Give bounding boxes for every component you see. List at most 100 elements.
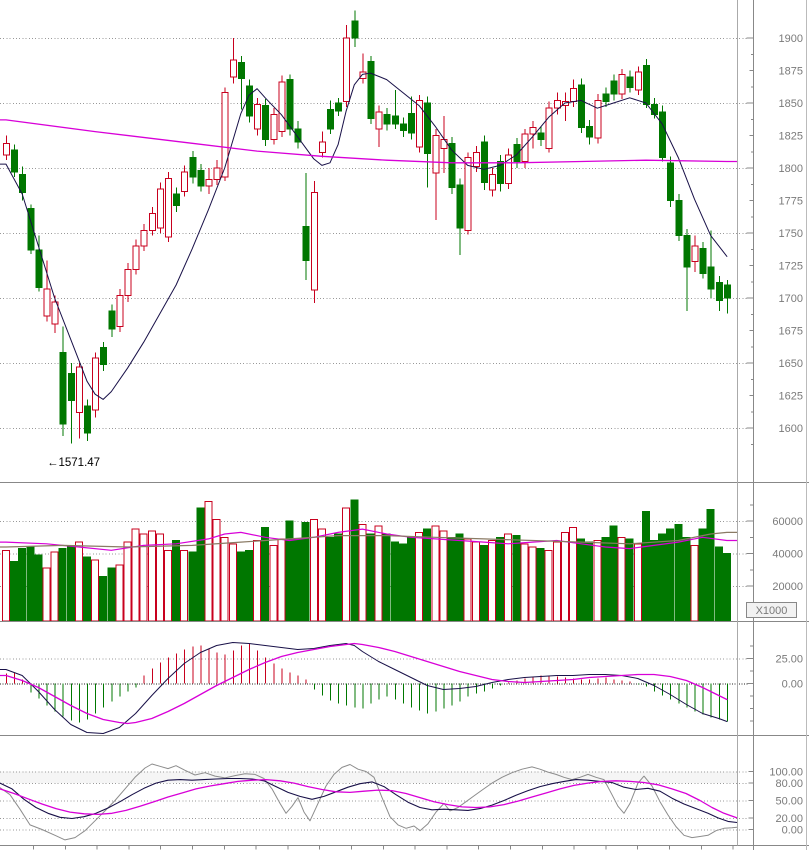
volume-bar: [706, 509, 715, 622]
volume-bar: [107, 567, 116, 622]
candle: [642, 64, 650, 105]
candle: [51, 301, 59, 325]
volume-bar: [212, 518, 221, 622]
candle: [545, 107, 553, 149]
candle: [75, 366, 83, 413]
volume-scale-box: X1000: [746, 602, 797, 618]
candle: [173, 193, 181, 207]
volume-bar: [253, 540, 262, 622]
candle: [375, 111, 383, 130]
volume-bar: [658, 533, 667, 622]
volume-bar: [350, 499, 359, 622]
candle: [675, 200, 683, 237]
candle: [246, 85, 253, 117]
price-axis-label: 1825: [779, 131, 803, 143]
candle: [497, 161, 505, 185]
volume-bar: [74, 541, 83, 622]
volume-bar: [220, 536, 229, 622]
candle: [424, 102, 432, 155]
volume-bar: [512, 535, 521, 622]
candle: [594, 99, 602, 139]
volume-bar: [91, 559, 100, 622]
candle: [448, 142, 456, 189]
candle: [683, 235, 691, 268]
stoch-axis-label: 20.00: [775, 813, 803, 825]
candle: [586, 125, 594, 138]
candle: [181, 171, 189, 192]
volume-bar: [115, 564, 124, 622]
volume-bar: [447, 536, 456, 622]
candle: [189, 157, 197, 178]
volume-bar: [334, 533, 343, 622]
volume-bar: [439, 530, 448, 622]
price-axis-label: 1675: [779, 326, 803, 338]
candle: [480, 141, 488, 183]
volume-bar: [471, 541, 480, 622]
volume-bar: [326, 536, 334, 622]
candle: [367, 60, 375, 120]
candle: [464, 157, 472, 231]
stoch-axis-label: 100.00: [769, 767, 803, 779]
volume-bar: [18, 548, 27, 622]
candle: [343, 37, 351, 103]
volume-bar: [155, 533, 164, 622]
volume-bar: [358, 523, 367, 622]
candle: [286, 79, 294, 130]
volume-bar: [536, 548, 545, 622]
candle: [699, 248, 707, 274]
candle: [391, 115, 399, 125]
volume-bar: [690, 544, 699, 622]
price-axis-label: 1875: [779, 66, 803, 78]
price-panel: [0, 10, 739, 444]
price-axis-label: 1750: [779, 228, 803, 240]
candle: [667, 162, 675, 202]
volume-bar: [560, 531, 569, 622]
volume-panel: [0, 499, 739, 622]
candle: [35, 249, 43, 289]
price-axis-label: 1800: [779, 163, 803, 175]
candle: [489, 174, 496, 191]
volume-bar: [609, 525, 618, 622]
candle: [707, 266, 715, 290]
candle: [651, 103, 658, 116]
candle: [132, 245, 140, 270]
volume-bar: [617, 536, 626, 622]
volume-bar: [285, 520, 294, 622]
volume-bar: [26, 546, 35, 622]
candle: [124, 268, 132, 296]
candle: [456, 184, 464, 229]
volume-bar: [236, 551, 245, 622]
volume-bar: [625, 538, 634, 622]
volume-bar: [34, 554, 43, 622]
volume-bar: [398, 543, 407, 622]
low-annotation: ←1571.47: [47, 457, 100, 469]
volume-bar: [374, 525, 383, 622]
volume-bar: [317, 528, 326, 622]
price-axis-label: 1775: [779, 196, 803, 208]
price-axis-label: 1625: [779, 391, 803, 403]
candle: [578, 84, 586, 129]
volume-bar: [528, 546, 537, 622]
volume-bar: [164, 549, 172, 622]
candle: [618, 73, 626, 95]
volume-scale-box-frame: [746, 602, 797, 618]
volume-bar: [633, 543, 642, 622]
volume-bar: [650, 540, 658, 622]
stochastic-panel: [0, 763, 738, 841]
volume-bar: [674, 523, 683, 622]
volume-bar: [245, 549, 253, 622]
volume-bar: [99, 575, 108, 622]
candle: [626, 76, 634, 88]
candle: [513, 144, 521, 163]
volume-bar: [641, 510, 650, 622]
volume-bar: [277, 538, 286, 622]
volume-bar: [714, 546, 723, 622]
volume-bar: [382, 533, 391, 622]
price-axis-label: 1700: [779, 293, 803, 305]
candle: [335, 102, 343, 112]
candle: [262, 105, 270, 140]
candle: [570, 88, 577, 103]
volume-bar: [196, 507, 205, 622]
